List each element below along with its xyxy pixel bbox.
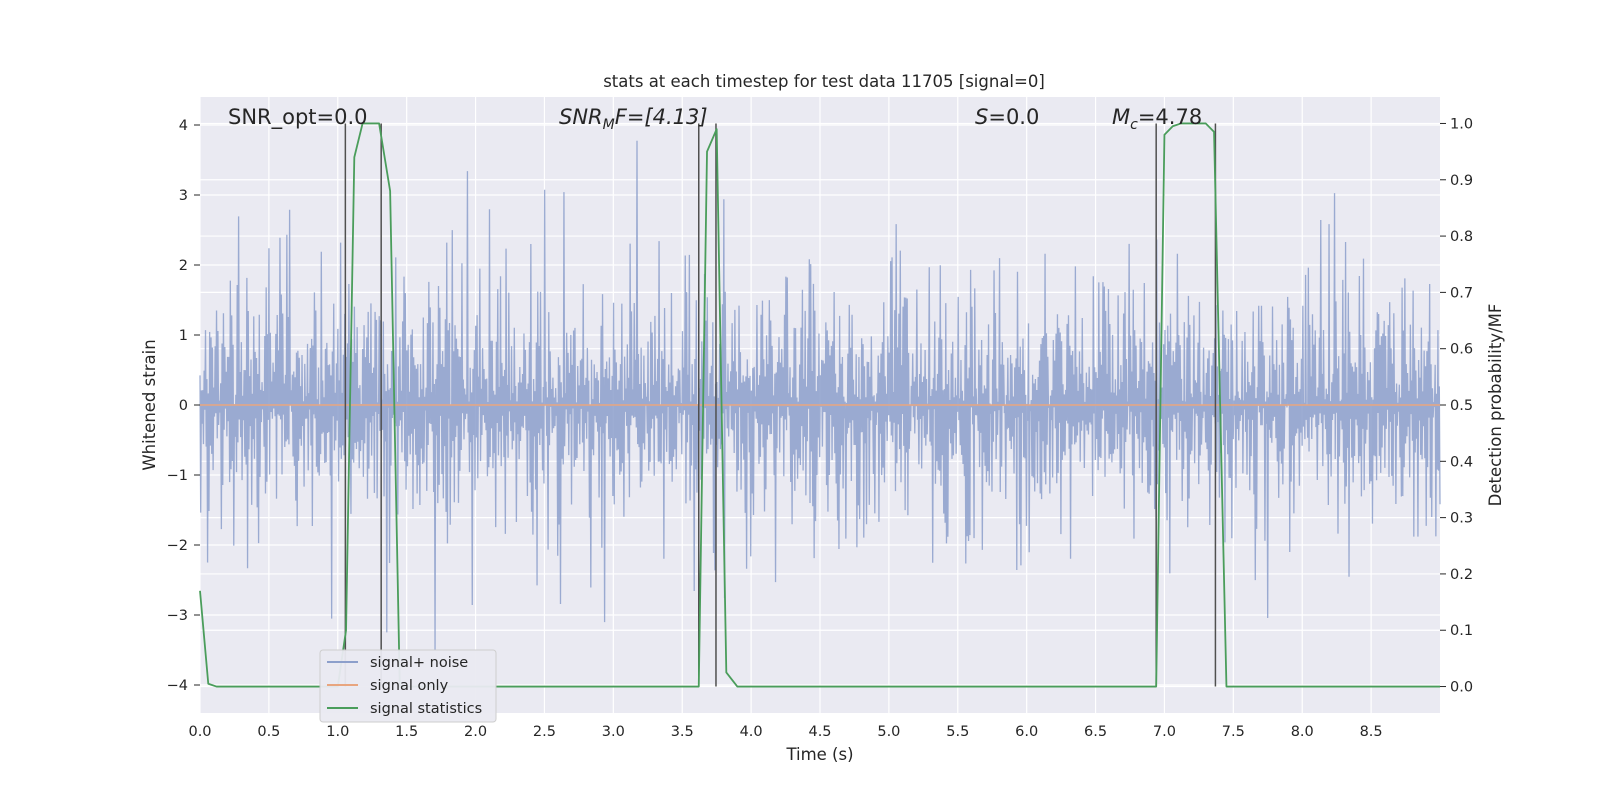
- y-tick-label-6: 2: [179, 258, 188, 274]
- x-tick-label-0: 0.0: [188, 724, 211, 740]
- y2-tick-label-5: 0.5: [1450, 398, 1473, 414]
- y-tick-label-5: 1: [179, 328, 188, 344]
- x-tick-label-10: 5.0: [877, 724, 900, 740]
- annotation-s-value: S=0.0: [975, 105, 1039, 129]
- x-tick-label-12: 6.0: [1015, 724, 1038, 740]
- x-tick-label-17: 8.5: [1360, 724, 1383, 740]
- x-tick-label-3: 1.5: [395, 724, 418, 740]
- legend-label-signal-statistics: signal statistics: [370, 701, 482, 717]
- y-ticks: −4 −3 −2 −1 0 1 2 3 4: [167, 118, 200, 694]
- y-tick-label-4: 0: [179, 398, 188, 414]
- x-tick-label-16: 8.0: [1291, 724, 1314, 740]
- y2-tick-label-7: 0.7: [1450, 285, 1473, 301]
- y2-axis-label: Detection probability/MF: [1486, 304, 1505, 507]
- annotation-snr-opt: SNR_opt=0.0: [228, 105, 368, 130]
- legend-label-signal-only: signal only: [370, 678, 449, 694]
- y-tick-label-3: −1: [167, 468, 188, 484]
- legend-label-signal-noise: signal+ noise: [370, 655, 468, 671]
- x-tick-label-4: 2.0: [464, 724, 487, 740]
- x-tick-label-15: 7.5: [1222, 724, 1245, 740]
- chart-title: stats at each timestep for test data 117…: [603, 72, 1045, 91]
- signal-statistics-series: [199, 122, 1440, 688]
- y2-tick-label-4: 0.4: [1450, 454, 1473, 470]
- annotation-mc-value: Mc=4.78: [1112, 105, 1202, 133]
- y2-tick-label-10: 1.0: [1450, 116, 1473, 132]
- y2-ticks: 0.0 0.1 0.2 0.3 0.4 0.5 0.6 0.7 0.8 0.9 1.0: [1440, 116, 1473, 696]
- x-axis-label: Time (s): [785, 745, 853, 764]
- y2-tick-label-3: 0.3: [1450, 511, 1473, 527]
- y-tick-label-1: −3: [167, 608, 188, 624]
- y2-tick-label-6: 0.6: [1450, 342, 1473, 358]
- x-tick-label-5: 2.5: [533, 724, 556, 740]
- x-tick-label-2: 1.0: [326, 724, 349, 740]
- y2-tick-label-1: 0.1: [1450, 623, 1473, 639]
- signal-noise-line: [199, 140, 1441, 650]
- x-tick-label-7: 3.5: [671, 724, 694, 740]
- x-tick-label-8: 4.0: [740, 724, 763, 740]
- y-tick-label-2: −2: [167, 538, 188, 554]
- y-axis-label: Whitened strain: [140, 339, 159, 470]
- x-tick-label-9: 4.5: [808, 724, 831, 740]
- y-tick-label-0: −4: [167, 678, 188, 694]
- signal-statistics-line: [199, 122, 1440, 688]
- annotation-snr-mf: SNRMF=[4.13]: [559, 105, 708, 133]
- legend: signal+ noise signal only signal statist…: [319, 649, 497, 723]
- y2-tick-label-9: 0.9: [1450, 173, 1473, 189]
- x-tick-label-11: 5.5: [946, 724, 969, 740]
- x-tick-label-1: 0.5: [257, 724, 280, 740]
- x-tick-label-6: 3.0: [602, 724, 625, 740]
- x-ticks: 0.0 0.5 1.0 1.5 2.0 2.5 3.0 3.5 4.0 4.5 5.0 5.5 6.0 6…: [188, 724, 1382, 740]
- y2-tick-label-0: 0.0: [1450, 680, 1473, 696]
- x-tick-label-13: 6.5: [1084, 724, 1107, 740]
- x-tick-label-14: 7.0: [1153, 724, 1176, 740]
- signal-noise-series: [199, 140, 1441, 650]
- y-tick-label-8: 4: [179, 118, 188, 134]
- y2-tick-label-8: 0.8: [1450, 229, 1473, 245]
- y-tick-label-7: 3: [179, 188, 188, 204]
- y2-tick-label-2: 0.2: [1450, 567, 1473, 583]
